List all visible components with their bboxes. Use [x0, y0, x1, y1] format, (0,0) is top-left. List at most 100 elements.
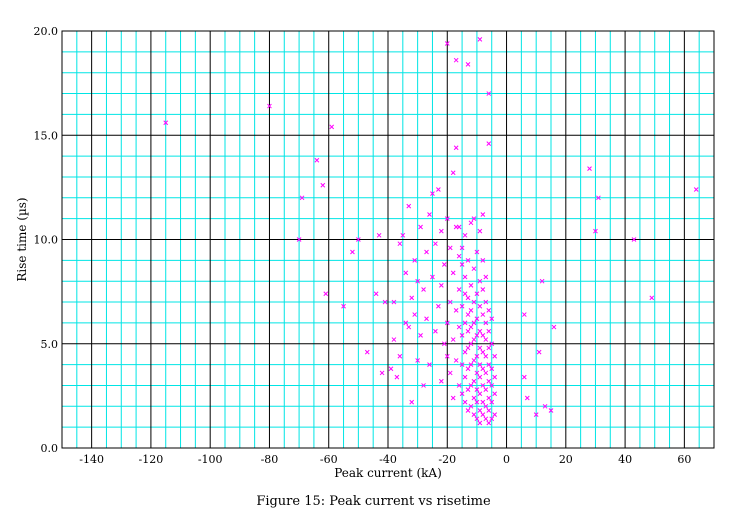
data-point: [397, 353, 403, 359]
data-point: [412, 312, 418, 317]
data-point: [465, 345, 471, 351]
data-point: [436, 187, 441, 192]
data-point: [693, 187, 699, 192]
data-point: [474, 399, 480, 405]
data-point: [438, 228, 444, 234]
data-point: [418, 333, 423, 338]
data-point: [477, 228, 483, 234]
data-point: [456, 253, 462, 259]
data-point: [462, 232, 468, 238]
data-point: [314, 157, 320, 163]
y-tick-label: 20.0: [34, 25, 59, 38]
data-point: [483, 320, 489, 326]
y-tick-label: 5.0: [41, 338, 59, 351]
data-point: [474, 333, 480, 338]
data-point: [400, 232, 406, 238]
data-point: [329, 124, 335, 130]
data-point: [542, 403, 548, 409]
data-point: [459, 391, 465, 397]
data-point: [418, 224, 423, 230]
x-tick-label: 60: [677, 453, 691, 466]
data-point: [486, 141, 492, 146]
data-point: [382, 299, 388, 305]
data-point: [459, 262, 465, 267]
data-point: [441, 262, 447, 267]
data-point: [409, 295, 415, 301]
data-points: [163, 36, 699, 426]
data-point: [462, 374, 468, 380]
data-point: [480, 257, 486, 263]
data-point: [406, 324, 412, 330]
data-point: [483, 274, 489, 280]
data-point: [444, 41, 450, 46]
data-point: [468, 283, 474, 288]
data-point: [436, 303, 441, 309]
data-point: [474, 353, 480, 359]
data-point: [465, 328, 471, 334]
data-point: [477, 36, 483, 42]
data-point: [489, 416, 495, 422]
figure-caption: Figure 15: Peak current vs risetime: [256, 494, 491, 509]
data-point: [465, 257, 471, 263]
data-point: [394, 374, 400, 380]
data-point: [471, 216, 477, 222]
data-point: [536, 349, 542, 355]
x-tick-label: -100: [198, 453, 223, 466]
y-axis-ticks: 0.0 5.0 10.0 15.0 20.0: [34, 25, 59, 455]
x-tick-label: 40: [618, 453, 632, 466]
x-axis-ticks: -140 -120 -100 -80 -60 -40 -20 0 20 40 60: [79, 453, 691, 466]
data-point: [424, 249, 429, 255]
data-point: [447, 245, 453, 251]
x-tick-label: -80: [261, 453, 279, 466]
data-point: [480, 333, 486, 338]
data-point: [474, 416, 480, 422]
data-point: [533, 412, 539, 417]
data-point: [459, 303, 465, 309]
data-point: [438, 283, 444, 288]
data-point: [521, 312, 527, 317]
data-point: [438, 378, 444, 384]
y-tick-label: 0.0: [41, 442, 59, 455]
data-point: [489, 383, 495, 388]
data-point: [456, 383, 462, 388]
data-point: [296, 237, 302, 242]
data-point: [486, 328, 492, 334]
data-point: [450, 270, 456, 276]
data-point: [489, 399, 495, 405]
data-point: [471, 337, 477, 342]
major-grid: [62, 31, 714, 448]
data-point: [524, 395, 530, 401]
data-point: [456, 324, 462, 330]
data-point: [489, 341, 495, 347]
data-point: [474, 249, 480, 255]
data-point: [456, 287, 462, 292]
data-point: [299, 195, 305, 201]
scatter-chart: -140 -120 -100 -80 -60 -40 -20 0 20 40 60 0.0 5.0 10…: [15, 25, 715, 480]
data-point: [350, 249, 355, 255]
data-point: [492, 412, 498, 417]
data-point: [477, 303, 483, 309]
data-point: [356, 237, 361, 242]
data-point: [459, 245, 465, 251]
x-tick-label: 20: [559, 453, 573, 466]
data-point: [521, 374, 527, 380]
data-point: [548, 408, 554, 413]
data-point: [409, 399, 415, 405]
data-point: [477, 408, 483, 413]
data-point: [492, 353, 498, 359]
data-point: [427, 362, 432, 367]
y-tick-label: 10.0: [34, 234, 59, 247]
data-point: [631, 237, 637, 242]
data-point: [450, 170, 456, 176]
data-point: [406, 203, 412, 209]
data-point: [486, 308, 492, 313]
data-point: [421, 287, 426, 292]
data-point: [453, 145, 459, 151]
data-point: [492, 374, 498, 380]
data-point: [453, 308, 459, 313]
data-point: [459, 333, 465, 338]
data-point: [474, 387, 480, 392]
data-point: [468, 220, 474, 226]
data-point: [364, 349, 370, 355]
data-point: [480, 383, 486, 388]
